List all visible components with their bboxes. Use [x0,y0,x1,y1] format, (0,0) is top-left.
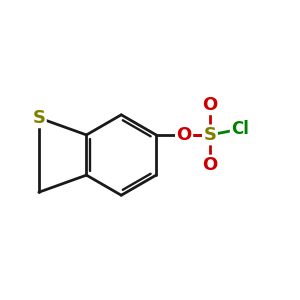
Text: Cl: Cl [231,120,249,138]
Text: O: O [176,126,192,144]
Text: O: O [202,156,218,174]
Text: S: S [203,126,217,144]
Text: S: S [32,109,45,127]
Text: O: O [202,96,218,114]
